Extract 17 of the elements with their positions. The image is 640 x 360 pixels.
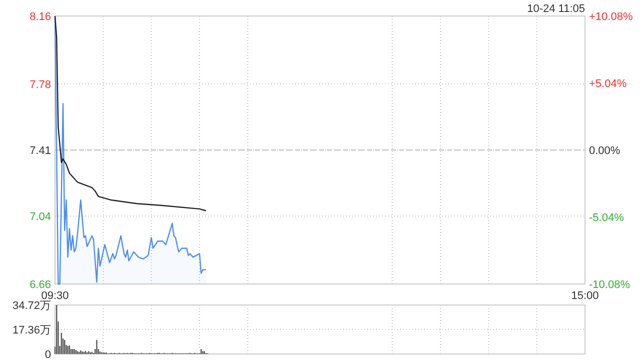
y2-tick-label: 0.00% bbox=[589, 145, 620, 157]
y-tick-label: 0 bbox=[44, 349, 51, 360]
x-tick-label: 15:00 bbox=[571, 290, 599, 302]
y-tick-label: 8.16 bbox=[30, 11, 51, 23]
y2-tick-label: +5.04% bbox=[589, 78, 627, 90]
y-tick-label: 17.36万 bbox=[12, 324, 51, 336]
text: 10-24 11:05 bbox=[527, 3, 585, 15]
y-tick-label: 34.72万 bbox=[12, 300, 51, 312]
y2-tick-label: +10.08% bbox=[589, 11, 633, 23]
x-tick-label: 09:30 bbox=[41, 290, 69, 302]
y2-tick-label: -5.04% bbox=[589, 212, 624, 224]
y-tick-label: 7.78 bbox=[30, 78, 51, 91]
y-tick-label: 6.66 bbox=[30, 279, 51, 291]
y-tick-label: 7.04 bbox=[30, 211, 51, 224]
line-series bbox=[54, 15, 207, 212]
y-tick-label: 7.41 bbox=[30, 145, 51, 157]
y2-tick-label: -10.08% bbox=[589, 279, 630, 291]
